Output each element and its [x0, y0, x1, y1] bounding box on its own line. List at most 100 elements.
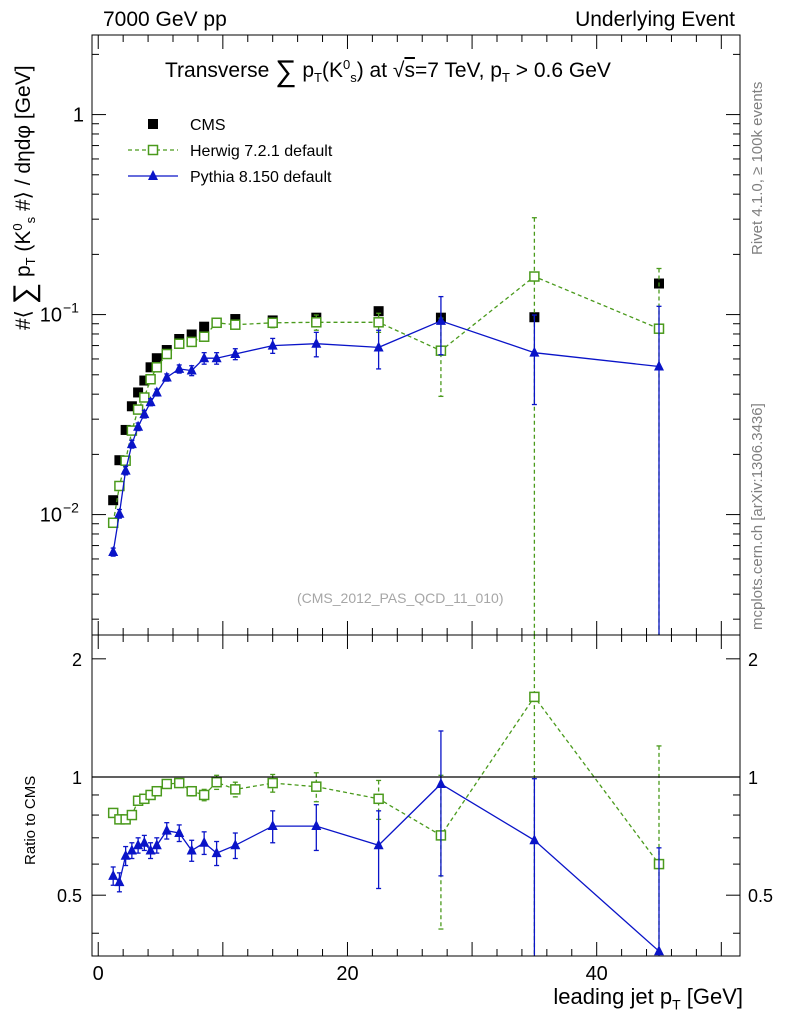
ratio-y-tick-label: 2: [72, 650, 82, 670]
herwig-point: [161, 348, 173, 360]
pythia-ratio-point: [311, 820, 322, 831]
main-panel: 10 −210 −11: [40, 34, 741, 636]
herwig-ratio-point: [107, 807, 119, 819]
herwig-ratio-point: [173, 777, 185, 789]
pythia-point: [311, 337, 322, 348]
pythia-line: [112, 320, 660, 553]
pythia-ratio-point: [120, 849, 131, 860]
title-part: T: [314, 70, 322, 86]
herwig-ratio-point: [186, 785, 197, 797]
main-data-layer: [107, 217, 665, 635]
pythia-point: [186, 364, 197, 375]
legend-marker-cms: [148, 119, 158, 129]
ratio-data-layer: [107, 635, 665, 956]
cms-point: [186, 329, 197, 340]
main-y-axis-label: #⟨ ∑ pT (K0s #⟩ / dηdφ [GeV]: [8, 65, 42, 330]
pythia-point: [267, 339, 278, 350]
pythia-point: [373, 341, 384, 352]
ylabel-part: p: [12, 265, 35, 283]
x-axis-label: leading jet pT [GeV]: [553, 984, 743, 1012]
pythia-point: [108, 546, 119, 557]
pythia-point: [211, 352, 222, 363]
ratio-y-tick-label: 0.5: [57, 886, 82, 906]
analysis-type-label: Underlying Event: [575, 8, 735, 31]
y-tick-label: 10: [40, 305, 62, 327]
herwig-point: [230, 319, 241, 330]
herwig-point: [373, 317, 384, 328]
pythia-point: [174, 362, 185, 373]
beam-energy-label: 7000 GeV pp: [103, 8, 227, 31]
pythia-point: [120, 464, 131, 475]
cms-point: [230, 314, 241, 325]
ylabel-part: (K: [12, 230, 35, 258]
pythia-ratio-point: [108, 869, 119, 880]
legend: CMS Herwig 7.2.1 default Pythia 8.150 defa…: [128, 117, 333, 186]
ylabel-part: #⟩ / dηdφ [GeV]: [12, 65, 35, 217]
ratio-y-axis-label: Ratio to CMS: [22, 775, 39, 865]
pythia-point: [126, 438, 137, 449]
cms-point: [145, 362, 156, 373]
ratio-y-tick-label-right: 2: [748, 650, 758, 670]
pythia-point: [133, 420, 144, 431]
pythia-ratio-point: [211, 847, 222, 858]
herwig-ratio-point: [198, 789, 210, 801]
cms-point: [199, 321, 210, 332]
pythia-point: [435, 314, 446, 325]
ylabel-part: 0: [10, 223, 25, 231]
title-part: s: [350, 70, 357, 86]
pythia-ratio-point: [126, 844, 137, 855]
pythia-ratio-point: [145, 844, 156, 855]
ratio-frame: [91, 634, 741, 957]
herwig-point: [139, 392, 150, 403]
ylabel-part: s: [23, 216, 39, 224]
pythia-ratio-point: [267, 820, 278, 831]
title-part: (K: [321, 59, 343, 82]
pythia-ratio-point: [373, 839, 384, 850]
title-part: p: [302, 59, 315, 82]
rivet-version-label: Rivet 4.1.0, ≥ 100k events: [749, 81, 766, 255]
pythia-ratio-point: [161, 824, 172, 835]
x-tick-label: 20: [336, 963, 358, 985]
herwig-ratio-point: [230, 784, 241, 795]
title-part: > 0.6 GeV: [509, 59, 611, 82]
pythia-ratio-line: [112, 783, 660, 952]
cms-point: [108, 495, 119, 506]
title-part: 0: [342, 57, 351, 72]
legend-label-herwig: Herwig 7.2.1 default: [190, 143, 333, 160]
cms-point: [133, 387, 144, 398]
pythia-point: [199, 352, 210, 363]
herwig-ratio-point: [161, 778, 173, 790]
pythia-ratio-point: [151, 839, 162, 850]
pythia-point: [145, 396, 156, 407]
x-tick-label: 0: [93, 963, 104, 985]
herwig-ratio-point: [311, 781, 322, 792]
pythia-point: [161, 371, 172, 382]
ratio-y-tick-label-right: 0.5: [748, 886, 773, 906]
pythia-ratio-point: [133, 839, 144, 850]
y-tick-label: 10: [40, 505, 62, 527]
herwig-point: [107, 517, 119, 529]
pythia-ratio-point: [435, 777, 446, 788]
sum-symbol: ∑: [275, 55, 297, 88]
ratio-panel: 0.5 0.51 12 20 20 40: [57, 634, 773, 985]
herwig-ratio-point: [373, 793, 384, 805]
y-tick-exponent: −2: [63, 500, 79, 516]
ratio-y-tick-label-right: 1: [748, 768, 758, 788]
herwig-ratio-point: [211, 776, 222, 788]
pythia-ratio-point: [529, 834, 540, 845]
herwig-ratio-point: [151, 785, 163, 797]
herwig-ratio-point: [267, 777, 278, 789]
legend-marker-herwig: [147, 144, 159, 156]
ylabel-part: T: [23, 257, 39, 266]
pythia-ratio-point: [174, 827, 185, 838]
chart-title: Transverse ∑ pT(K0s) at √s=7 TeV, pT > 0…: [165, 55, 611, 89]
xlabel-part: [GeV]: [680, 984, 743, 1009]
herwig-point: [198, 331, 210, 342]
herwig-ratio-point: [529, 691, 540, 703]
mcplots-credit-label: mcplots.cern.ch [arXiv:1306.3436]: [749, 403, 766, 630]
pythia-point: [529, 346, 540, 357]
pythia-ratio-point: [654, 945, 664, 956]
pythia-ratio-point: [230, 839, 241, 850]
legend-label-cms: CMS: [190, 117, 226, 134]
